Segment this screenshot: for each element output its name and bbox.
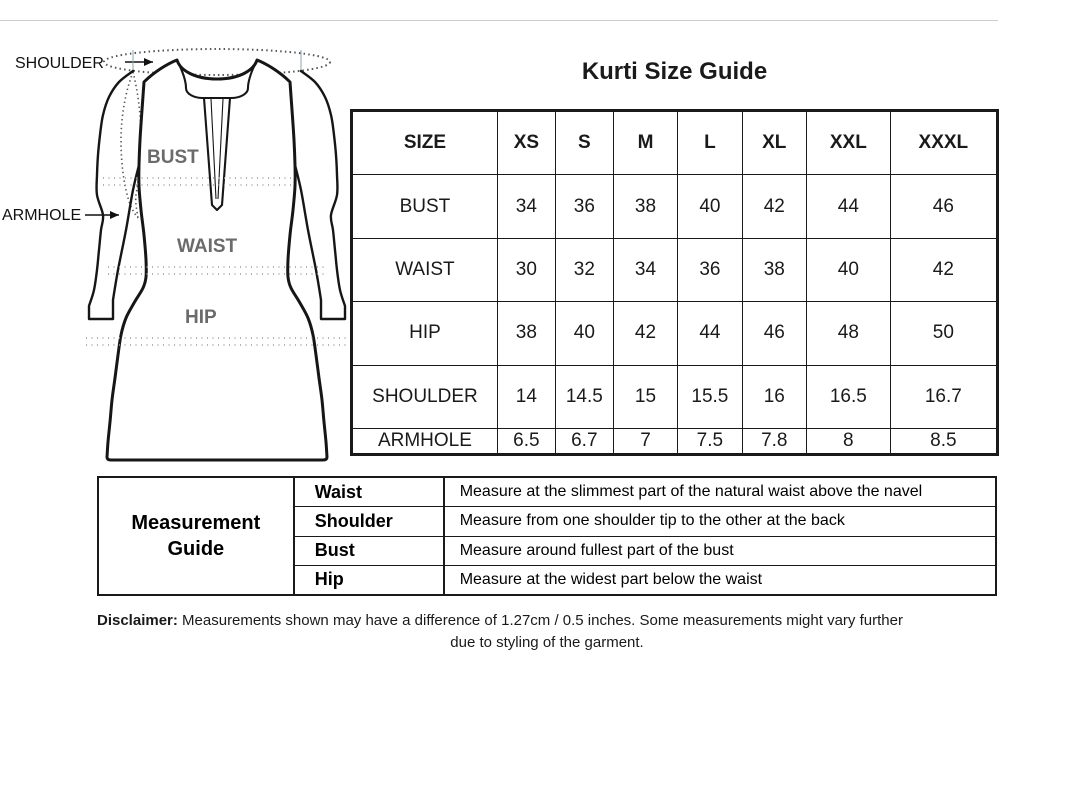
svg-text:HIP: HIP	[185, 307, 217, 328]
svg-text:SHOULDER: SHOULDER	[15, 55, 104, 72]
svg-text:ARMHOLE: ARMHOLE	[2, 207, 81, 224]
svg-text:WAIST: WAIST	[177, 236, 238, 257]
svg-text:BUST: BUST	[147, 147, 199, 168]
